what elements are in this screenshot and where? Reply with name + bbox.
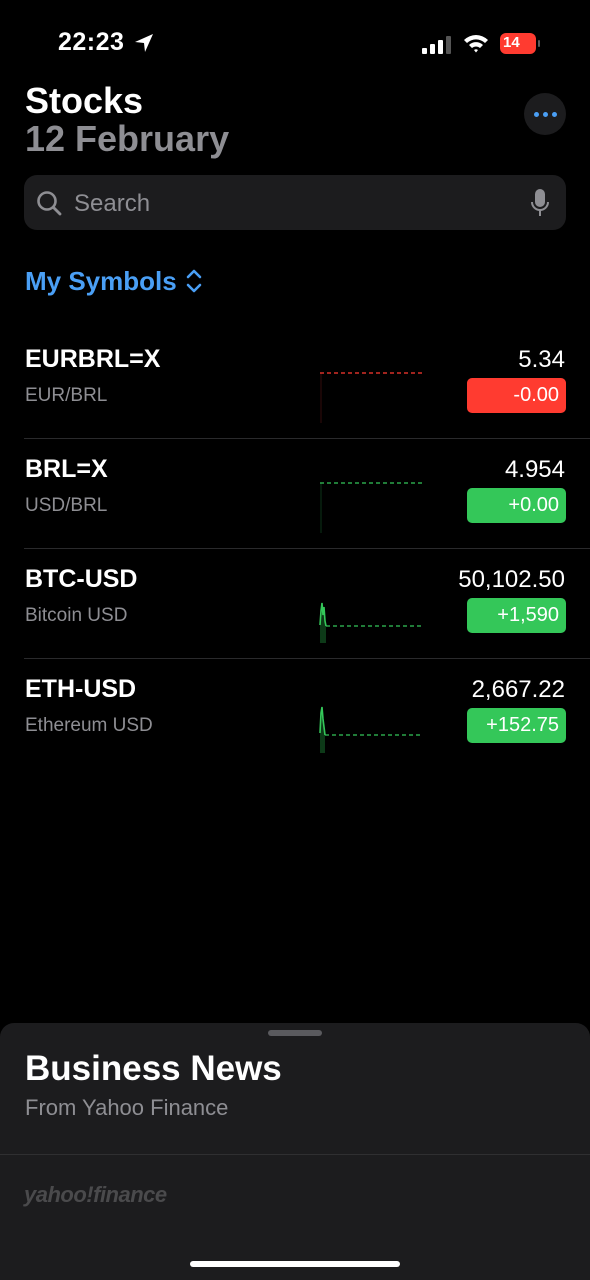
search-input[interactable] (72, 175, 516, 232)
row-divider (24, 658, 590, 659)
ellipsis-icon (534, 112, 539, 117)
business-news-sheet[interactable]: Business News From Yahoo Finance yahoo!f… (0, 1023, 590, 1280)
stock-price: 4.954 (504, 456, 565, 483)
stock-row-eth[interactable]: ETH-USD Ethereum USD 2,667.22 +152.75 (0, 659, 590, 769)
stock-name: Bitcoin USD (25, 605, 128, 626)
battery-level: 14 (503, 34, 520, 51)
page-date: 12 February (25, 118, 230, 159)
price-change-badge[interactable]: -0.00 (467, 378, 566, 413)
price-change-badge[interactable]: +0.00 (467, 488, 566, 523)
row-divider (24, 548, 590, 549)
stock-name: EUR/BRL (25, 385, 108, 406)
ellipsis-dot (552, 112, 557, 117)
wifi-icon (464, 35, 488, 53)
news-source: From Yahoo Finance (25, 1095, 229, 1120)
stock-price: 2,667.22 (471, 676, 565, 703)
stock-symbol: EURBRL=X (25, 345, 161, 373)
sparkline-chart (320, 482, 422, 533)
status-bar: 22:23 14 (0, 0, 590, 88)
row-divider (24, 438, 590, 439)
chevron-up-down-icon (186, 269, 202, 293)
news-title: Business News (25, 1049, 282, 1088)
stock-name: Ethereum USD (25, 715, 153, 736)
stock-row-brl[interactable]: BRL=X USD/BRL 4.954 +0.00 (0, 439, 590, 549)
home-indicator[interactable] (190, 1261, 400, 1267)
sparkline-chart (319, 602, 422, 643)
battery-indicator: 14 (500, 33, 540, 54)
stock-symbol: ETH-USD (25, 675, 137, 703)
watchlist-label: My Symbols (25, 265, 177, 296)
watchlist-selector[interactable]: My Symbols (25, 262, 203, 300)
price-change-badge[interactable]: +1,590 (467, 598, 566, 633)
more-options-button[interactable] (524, 93, 566, 135)
cellular-signal-icon (422, 36, 451, 54)
page-title: Stocks (25, 80, 144, 121)
battery-cap (538, 40, 540, 47)
stock-row-btc[interactable]: BTC-USD Bitcoin USD 50,102.50 +1,590 (0, 549, 590, 659)
stock-row-eurbrl[interactable]: EURBRL=X EUR/BRL 5.34 -0.00 (0, 329, 590, 439)
news-divider (0, 1154, 590, 1155)
battery-icon (500, 33, 536, 54)
price-change-badge[interactable]: +152.75 (467, 708, 566, 743)
stock-name: USD/BRL (25, 495, 108, 516)
search-icon (37, 191, 62, 216)
stock-price: 50,102.50 (458, 566, 565, 593)
sparkline-chart (320, 372, 422, 423)
ellipsis-dot (543, 112, 548, 117)
sparkline-chart (319, 706, 422, 753)
status-time: 22:23 (58, 28, 125, 56)
yahoo-finance-logo: yahoo!finance (24, 1182, 167, 1207)
location-arrow-icon (135, 34, 153, 52)
sheet-grabber-handle[interactable] (268, 1030, 322, 1036)
microphone-icon[interactable] (530, 188, 550, 218)
search-bar[interactable] (24, 175, 566, 232)
stock-symbol: BTC-USD (25, 565, 138, 593)
stock-symbol: BRL=X (25, 455, 108, 483)
stock-price: 5.34 (518, 346, 565, 373)
